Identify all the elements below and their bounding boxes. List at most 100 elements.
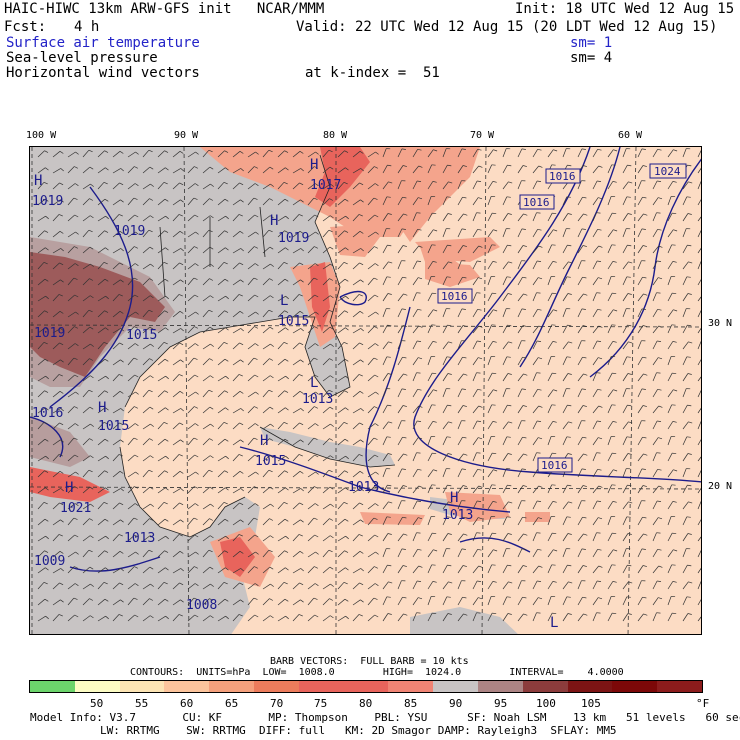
wind-barb-flag xyxy=(45,327,49,331)
wind-barb-flag xyxy=(59,582,64,586)
wind-barb xyxy=(277,455,286,462)
wind-barb xyxy=(667,196,672,206)
wind-barb-flag xyxy=(507,484,512,487)
wind-barb xyxy=(412,485,419,494)
wind-barb-flag xyxy=(598,325,603,328)
wind-barb-flag xyxy=(477,308,482,311)
wind-barb-flag xyxy=(345,487,349,491)
wind-barb xyxy=(37,247,46,254)
wind-barb xyxy=(322,438,330,446)
wind-barb-flag xyxy=(118,294,123,297)
wind-barb-flag xyxy=(134,534,139,538)
wind-barb-flag xyxy=(148,149,153,153)
wind-barb xyxy=(322,615,331,622)
wind-barb xyxy=(217,342,225,350)
wind-barb xyxy=(472,565,479,574)
wind-barb-flag xyxy=(103,421,108,425)
wind-barb-flag xyxy=(209,455,214,459)
wind-barb xyxy=(472,437,479,446)
wind-barb-flag xyxy=(254,326,258,329)
wind-barb xyxy=(592,197,599,206)
wind-barb-flag xyxy=(135,391,139,395)
wind-barb xyxy=(82,549,90,558)
isobar-label: 1015 xyxy=(255,454,286,469)
wind-barb-flag xyxy=(507,324,512,327)
wind-barb-flag xyxy=(673,389,678,392)
wind-barb-flag xyxy=(447,484,452,487)
wind-barb-flag xyxy=(329,598,334,601)
wind-barb xyxy=(562,261,569,270)
wind-barb-flag xyxy=(344,278,349,282)
wind-barb xyxy=(382,516,388,526)
wind-barb xyxy=(592,357,599,366)
wind-barb-flag xyxy=(178,614,183,617)
wind-barb-flag xyxy=(104,230,109,233)
wind-barb xyxy=(292,168,301,174)
wind-barb-flag xyxy=(522,356,527,359)
wind-barb-flag xyxy=(417,548,422,551)
wind-barb xyxy=(352,231,361,238)
wind-barb xyxy=(667,261,674,270)
wind-barb xyxy=(577,180,582,190)
wind-barb xyxy=(412,292,417,302)
wind-barb-flag xyxy=(344,358,349,362)
wind-barb-flag xyxy=(507,453,512,455)
wind-barb-flag xyxy=(374,263,379,266)
wind-barb-flag xyxy=(627,453,632,455)
wind-barb-flag xyxy=(613,389,618,392)
wind-barb-flag xyxy=(179,551,184,554)
wind-barb xyxy=(112,391,121,398)
wind-barb xyxy=(172,151,181,158)
wind-barb-flag xyxy=(643,213,648,216)
wind-barb xyxy=(352,471,361,478)
wind-barb-flag xyxy=(477,388,482,391)
wind-barb-flag xyxy=(658,565,663,568)
wind-barb xyxy=(397,148,403,158)
wind-barb-flag xyxy=(329,246,334,250)
wind-barb xyxy=(292,231,301,238)
wind-barb xyxy=(202,469,210,478)
wind-barb-flag xyxy=(374,534,379,538)
wind-barb-flag xyxy=(180,439,184,443)
wind-barb-flag xyxy=(330,183,334,187)
wind-barb xyxy=(217,422,225,430)
wind-barb-flag xyxy=(194,486,198,489)
wind-barb xyxy=(142,198,150,206)
wind-barb-flag xyxy=(387,373,392,375)
wind-barb xyxy=(112,262,120,270)
wind-barb-flag xyxy=(149,486,154,490)
high-marker: H xyxy=(450,490,458,506)
wind-barb-flag xyxy=(194,583,199,586)
wind-barb xyxy=(502,516,508,526)
wind-barb-flag xyxy=(461,308,466,310)
wind-barb xyxy=(457,500,462,510)
wind-barb-flag xyxy=(164,550,169,553)
wind-barb xyxy=(607,341,614,350)
wind-barb-flag xyxy=(344,198,349,202)
wind-barb-flag xyxy=(492,372,497,375)
wind-barb xyxy=(277,310,285,318)
wind-barb xyxy=(382,181,389,190)
wind-barb xyxy=(547,324,553,334)
wind-barb xyxy=(142,535,151,542)
wind-barb xyxy=(457,580,462,590)
wind-barb-flag xyxy=(417,340,422,342)
wind-barb-flag xyxy=(612,212,617,215)
wind-barb xyxy=(472,229,478,238)
wind-barb xyxy=(322,455,331,462)
wind-barb xyxy=(547,421,554,430)
wind-barb xyxy=(262,246,271,254)
wind-barb-flag xyxy=(45,535,49,540)
wind-barb xyxy=(52,182,60,190)
wind-barb xyxy=(412,500,418,510)
wind-barb-flag xyxy=(343,501,348,505)
wind-barb-flag xyxy=(583,613,588,616)
wind-barb xyxy=(502,341,509,350)
wind-barb xyxy=(142,549,150,558)
wind-barb-flag xyxy=(521,548,526,550)
wind-barb-flag xyxy=(178,374,183,377)
wind-barb xyxy=(367,374,375,382)
wind-barb xyxy=(442,501,449,510)
wind-barb xyxy=(397,500,402,510)
wind-barb xyxy=(82,229,90,238)
